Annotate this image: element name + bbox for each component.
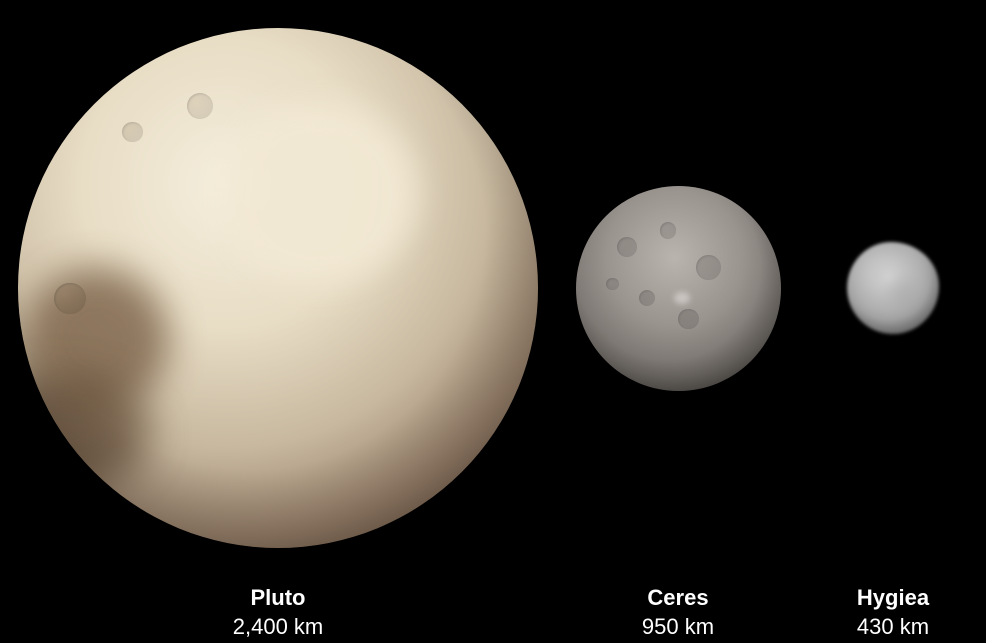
- sphere-ceres: [576, 186, 781, 391]
- label-ceres: Ceres950 km: [576, 584, 781, 641]
- label-pluto: Pluto2,400 km: [18, 584, 538, 641]
- sphere-pluto: [18, 28, 538, 548]
- diameter-pluto: 2,400 km: [18, 613, 538, 642]
- label-hygiea: Hygiea430 km: [823, 584, 963, 641]
- diameter-hygiea: 430 km: [823, 613, 963, 642]
- sphere-hygiea: [847, 242, 939, 334]
- name-hygiea: Hygiea: [823, 584, 963, 613]
- name-ceres: Ceres: [576, 584, 781, 613]
- body-hygiea: [847, 242, 939, 334]
- body-pluto: [18, 28, 538, 548]
- diameter-ceres: 950 km: [576, 613, 781, 642]
- name-pluto: Pluto: [18, 584, 538, 613]
- body-ceres: [576, 186, 781, 391]
